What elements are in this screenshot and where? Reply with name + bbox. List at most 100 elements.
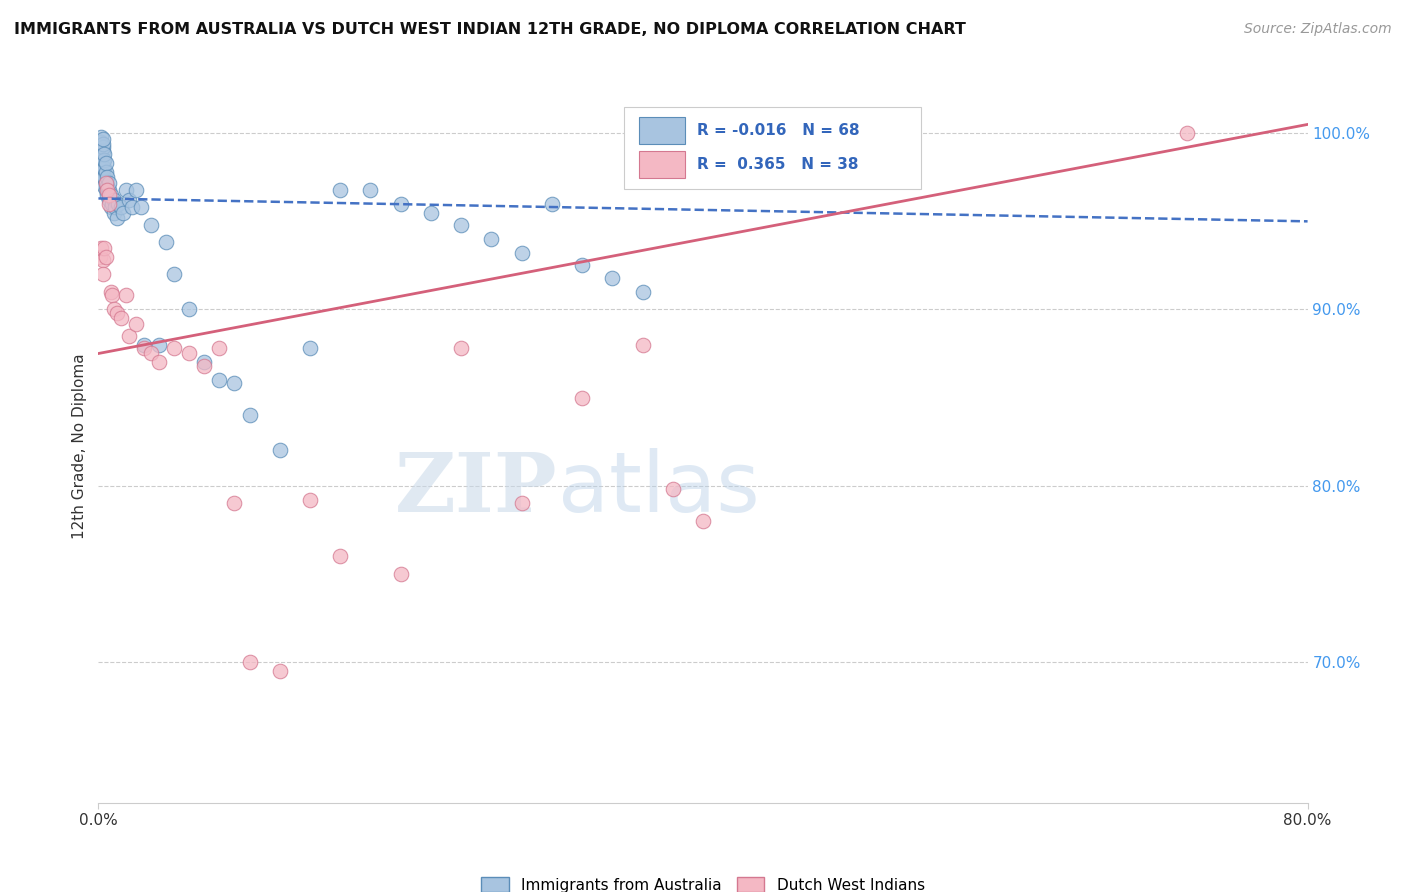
Point: [90, 144, 112, 158]
Point: [94, 176, 117, 190]
Point: [98, 193, 121, 207]
Point: [692, 514, 714, 528]
Point: [132, 341, 155, 355]
Point: [269, 664, 291, 678]
Point: [94, 176, 117, 190]
Point: [179, 346, 201, 360]
Text: R =  0.365   N = 38: R = 0.365 N = 38: [697, 157, 859, 172]
Point: [118, 329, 141, 343]
Point: [90, 241, 112, 255]
Point: [89, 144, 111, 158]
Point: [179, 302, 201, 317]
Point: [141, 346, 163, 360]
Point: [510, 496, 533, 510]
Point: [91, 136, 114, 151]
Point: [100, 188, 122, 202]
Point: [631, 337, 654, 351]
Point: [101, 196, 124, 211]
Point: [121, 200, 143, 214]
Point: [114, 183, 136, 197]
Point: [94, 165, 117, 179]
Point: [299, 341, 322, 355]
Point: [91, 131, 114, 145]
Point: [450, 341, 472, 355]
Point: [662, 482, 685, 496]
Point: [91, 144, 114, 158]
Point: [98, 188, 121, 202]
Point: [224, 376, 246, 391]
Point: [90, 153, 112, 167]
Point: [98, 183, 121, 197]
Point: [98, 176, 121, 190]
Point: [389, 566, 412, 581]
Point: [91, 140, 114, 154]
Point: [1175, 126, 1198, 140]
Point: [571, 259, 593, 273]
Point: [389, 196, 412, 211]
Point: [329, 183, 352, 197]
Point: [93, 153, 115, 167]
Point: [93, 147, 115, 161]
Point: [103, 205, 125, 219]
Point: [239, 655, 262, 669]
Point: [602, 270, 624, 285]
Point: [571, 391, 593, 405]
Point: [510, 246, 533, 260]
Point: [481, 232, 503, 246]
Point: [94, 156, 117, 170]
Point: [91, 253, 114, 268]
Point: [141, 218, 163, 232]
Point: [129, 200, 152, 214]
Point: [420, 205, 443, 219]
Point: [103, 193, 125, 207]
FancyBboxPatch shape: [624, 107, 921, 189]
Point: [155, 235, 177, 250]
Y-axis label: 12th Grade, No Diploma: 12th Grade, No Diploma: [72, 353, 87, 539]
Point: [540, 196, 562, 211]
Point: [96, 183, 118, 197]
Point: [125, 317, 148, 331]
Point: [114, 288, 136, 302]
Point: [93, 241, 115, 255]
Point: [111, 205, 134, 219]
Point: [90, 129, 112, 144]
Point: [100, 285, 122, 299]
Point: [107, 196, 129, 211]
FancyBboxPatch shape: [638, 117, 685, 145]
Point: [125, 183, 148, 197]
Point: [98, 196, 121, 211]
FancyBboxPatch shape: [638, 152, 685, 178]
Point: [93, 170, 115, 185]
Text: Source: ZipAtlas.com: Source: ZipAtlas.com: [1244, 22, 1392, 37]
Point: [101, 288, 124, 302]
Point: [110, 200, 132, 214]
Point: [239, 408, 262, 422]
Point: [208, 373, 231, 387]
Point: [450, 218, 472, 232]
Point: [118, 193, 141, 207]
Point: [329, 549, 352, 563]
Point: [91, 170, 114, 185]
Point: [89, 250, 111, 264]
Point: [105, 306, 128, 320]
Point: [90, 135, 112, 149]
Point: [96, 188, 118, 202]
Legend: Immigrants from Australia, Dutch West Indians: Immigrants from Australia, Dutch West In…: [475, 871, 931, 892]
Point: [360, 183, 382, 197]
Text: atlas: atlas: [558, 449, 759, 529]
Point: [208, 341, 231, 355]
Point: [193, 359, 215, 373]
Point: [269, 443, 291, 458]
Point: [163, 341, 186, 355]
Point: [91, 161, 114, 176]
Point: [94, 183, 117, 197]
Point: [100, 200, 122, 214]
Point: [224, 496, 246, 510]
Point: [193, 355, 215, 369]
Point: [91, 153, 114, 167]
Point: [91, 267, 114, 281]
Point: [96, 179, 118, 194]
Point: [89, 135, 111, 149]
Point: [132, 337, 155, 351]
Point: [110, 311, 132, 326]
